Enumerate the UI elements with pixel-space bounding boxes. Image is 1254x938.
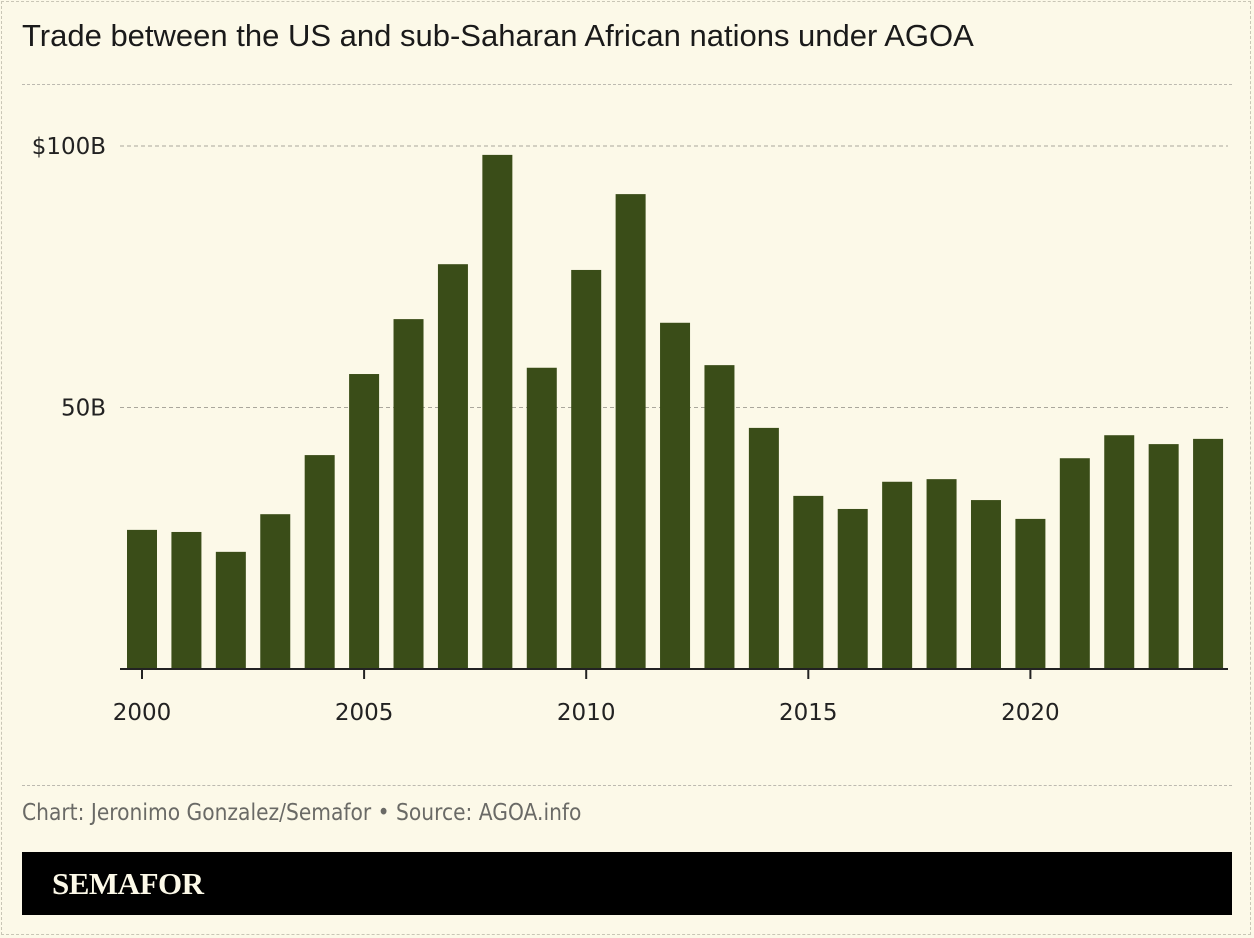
bar-2000	[127, 529, 157, 669]
bar-2021	[1059, 458, 1090, 669]
semafor-logo: SEMAFOR	[52, 866, 204, 901]
brand-bar: SEMAFOR	[22, 852, 1232, 915]
y-tick-label: $100B	[32, 134, 106, 160]
bar-2010	[571, 269, 602, 669]
chart-title: Trade between the US and sub-Saharan Afr…	[22, 18, 974, 53]
y-tick-label: 50B	[61, 396, 106, 422]
divider-top	[22, 84, 1232, 85]
x-tick-label: 2000	[113, 700, 172, 726]
x-tick-label: 2005	[335, 700, 394, 726]
bar-2002	[215, 551, 246, 669]
bar-2009	[526, 367, 557, 669]
bar-2013	[704, 365, 735, 669]
bar-2024	[1193, 438, 1224, 669]
x-tick-label: 2010	[557, 700, 616, 726]
bar-2004	[304, 455, 335, 669]
divider-bottom	[22, 785, 1232, 786]
bar-2001	[171, 531, 202, 669]
bar-2018	[926, 479, 957, 669]
bar-2005	[349, 374, 380, 669]
chart-credit: Chart: Jeronimo Gonzalez/Semafor • Sourc…	[22, 800, 582, 826]
bar-2008	[482, 154, 513, 670]
bar-2011	[615, 194, 646, 669]
x-tick-label: 2015	[779, 700, 838, 726]
bar-2017	[882, 481, 913, 669]
bar-2012	[660, 322, 691, 669]
bar-2023	[1148, 444, 1179, 669]
bar-2022	[1104, 435, 1135, 669]
bar-2003	[260, 514, 291, 669]
bar-2014	[748, 427, 779, 669]
bar-2020	[1015, 518, 1046, 669]
bar-2016	[837, 508, 868, 669]
x-tick-label: 2020	[1001, 700, 1060, 726]
bar-2015	[793, 495, 824, 669]
bar-2007	[437, 264, 468, 669]
bar-2006	[393, 319, 424, 669]
bar-2019	[970, 500, 1001, 669]
